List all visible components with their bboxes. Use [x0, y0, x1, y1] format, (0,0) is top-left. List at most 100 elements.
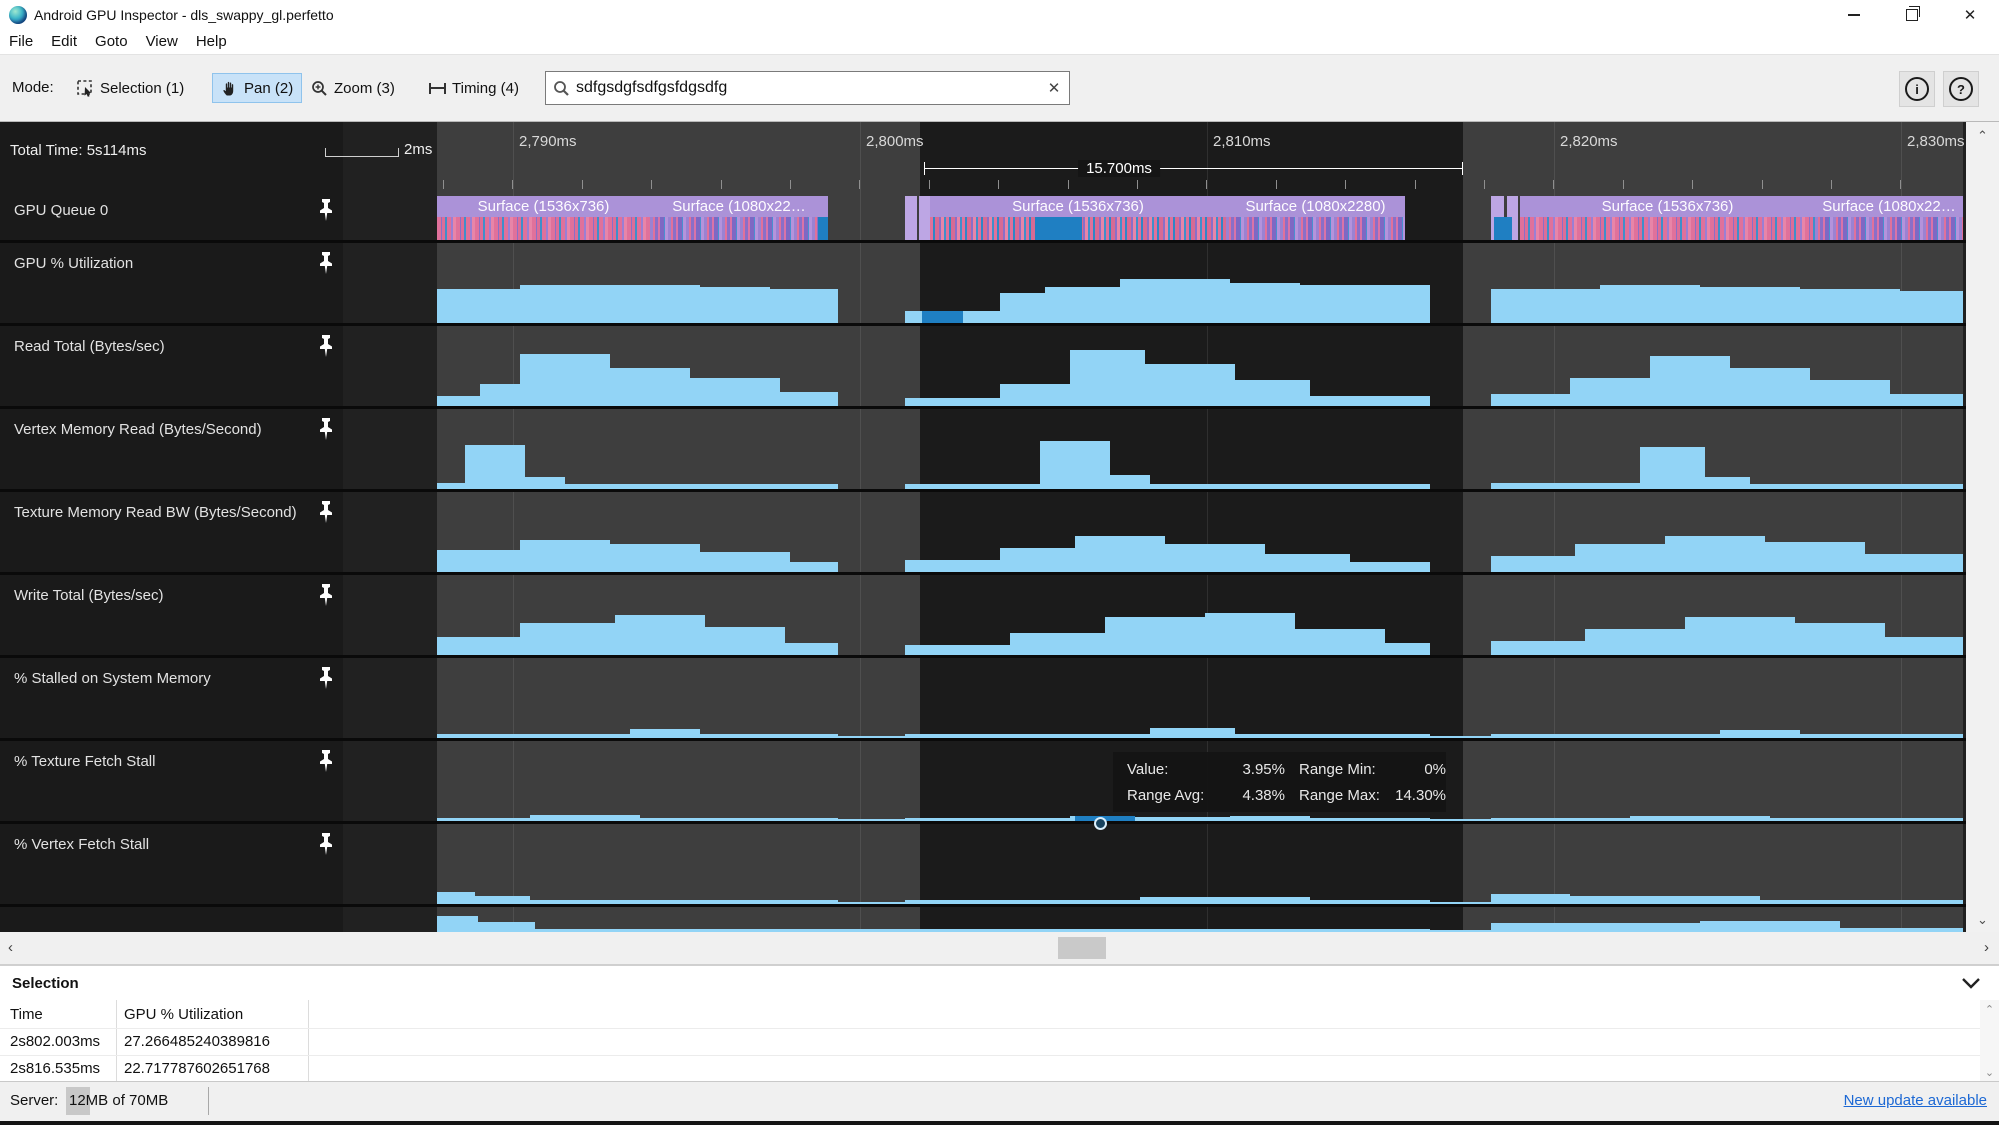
mode-pan-button[interactable]: Pan (2): [212, 73, 303, 103]
menu-item-goto[interactable]: Goto: [95, 33, 128, 50]
scroll-right-icon[interactable]: ›: [1984, 939, 1989, 956]
clear-search-icon[interactable]: ✕: [1047, 80, 1061, 97]
track-row-0[interactable]: GPU Queue 0 Surface (1536x736) Surface (10…: [0, 190, 1999, 243]
mode-selection-text: Selection (1): [100, 79, 185, 97]
table-cell[interactable]: 27.266485240389816: [124, 1033, 270, 1050]
table-cell[interactable]: 2s802.003ms: [10, 1033, 101, 1050]
mode-selection-button[interactable]: Selection (1): [68, 73, 193, 103]
tooltip-range-max: 14.30%: [1395, 786, 1446, 804]
hover-point-marker: [1094, 817, 1107, 830]
gpu-slice-block[interactable]: [818, 217, 828, 240]
scroll-up-icon[interactable]: ⌃: [1977, 128, 1988, 143]
close-button[interactable]: ✕: [1941, 0, 1999, 30]
help-button[interactable]: ?: [1943, 71, 1979, 107]
mode-zoom-button[interactable]: Zoom (3): [302, 73, 404, 103]
results-table[interactable]: Time GPU % Utilization 2s802.003ms 27.26648…: [0, 1000, 1980, 1081]
surface-chunk-label: Surface (1536x736): [1520, 196, 1815, 217]
collapse-chevron-icon[interactable]: [1959, 972, 1983, 994]
counter-chart-partial[interactable]: [343, 907, 1963, 932]
track-row-6[interactable]: % Stalled on System Memory: [0, 658, 1999, 741]
surface-chunk-slices: [650, 217, 828, 240]
partial-track-row[interactable]: [0, 907, 1999, 932]
menu-item-edit[interactable]: Edit: [51, 33, 78, 50]
search-input[interactable]: [574, 78, 1039, 98]
surface-chunk-label: Surface (1080x2280): [1226, 196, 1405, 217]
track-row-5[interactable]: Write Total (Bytes/sec): [0, 575, 1999, 658]
minor-tick: [790, 180, 791, 189]
track-row-4[interactable]: Texture Memory Read BW (Bytes/Second): [0, 492, 1999, 575]
surface-chunk[interactable]: Surface (1080x2280): [1226, 196, 1405, 240]
counter-chart[interactable]: [343, 824, 1963, 904]
menu-item-help[interactable]: Help: [195, 33, 227, 50]
track-row-3[interactable]: Vertex Memory Read (Bytes/Second): [0, 409, 1999, 492]
zoom-icon: [311, 80, 328, 97]
pin-icon[interactable]: [318, 417, 334, 441]
surface-chunk[interactable]: Surface (1080x22…: [1815, 196, 1963, 240]
tooltip-range-max-label: Range Max:: [1299, 786, 1380, 804]
timeline[interactable]: Total Time: 5s114ms 2ms 2,790ms 2,800ms 2,…: [0, 122, 1999, 932]
timeline-horizontal-scrollbar[interactable]: ‹ ›: [0, 932, 1999, 965]
minor-tick: [1900, 180, 1901, 189]
menu-item-file[interactable]: File: [9, 33, 34, 50]
counter-chart[interactable]: [343, 409, 1963, 489]
counter-chart[interactable]: [343, 243, 1963, 323]
table-scroll-up-icon[interactable]: ⌃: [1984, 1004, 1995, 1016]
horizontal-scroll-thumb[interactable]: [1058, 937, 1106, 959]
scroll-down-icon[interactable]: ⌄: [1977, 912, 1988, 927]
track-row-8[interactable]: % Vertex Fetch Stall: [0, 824, 1999, 907]
pin-icon[interactable]: [318, 666, 334, 690]
surface-fragment[interactable]: [905, 196, 917, 240]
pin-icon[interactable]: [318, 198, 334, 222]
column-header-1[interactable]: GPU % Utilization: [124, 1006, 244, 1023]
update-link[interactable]: New update available: [1843, 1092, 1987, 1109]
gpu-slice-block[interactable]: [1494, 217, 1512, 240]
scroll-left-icon[interactable]: ‹: [8, 939, 13, 956]
pan-hand-icon: [221, 80, 238, 97]
track-row-2[interactable]: Read Total (Bytes/sec): [0, 326, 1999, 409]
pin-icon[interactable]: [318, 500, 334, 524]
mode-timing-button[interactable]: Timing (4): [420, 73, 528, 103]
table-cell[interactable]: 22.717787602651768: [124, 1060, 270, 1077]
track-row-7[interactable]: % Texture Fetch Stall: [0, 741, 1999, 824]
counter-chart[interactable]: [343, 492, 1963, 572]
selection-icon: [77, 79, 94, 97]
gpu-slice-block[interactable]: [1035, 217, 1082, 240]
row-separator: [0, 1028, 1980, 1029]
surface-chunk[interactable]: Surface (1536x736): [437, 196, 650, 240]
pin-icon[interactable]: [318, 583, 334, 607]
table-scrollbar[interactable]: ⌃ ⌄: [1980, 1000, 1999, 1081]
counter-chart[interactable]: [343, 658, 1963, 738]
menu-item-view[interactable]: View: [145, 33, 178, 50]
restore-button[interactable]: [1883, 0, 1941, 30]
info-button[interactable]: i: [1899, 71, 1935, 107]
server-memory-text: 12MB of 70MB: [69, 1092, 169, 1109]
track-labels-column: [0, 122, 343, 932]
time-tick-label: 2,820ms: [1560, 133, 1618, 150]
minimize-icon: [1848, 14, 1860, 16]
counter-chart[interactable]: [343, 575, 1963, 655]
track-row-1[interactable]: GPU % Utilization: [0, 243, 1999, 326]
total-time-label: Total Time: 5s114ms: [10, 142, 147, 159]
surface-chunk[interactable]: Surface (1536x736): [1520, 196, 1815, 240]
measurement-end-tick: [1462, 162, 1463, 175]
surface-fragment[interactable]: [919, 196, 930, 240]
pin-icon[interactable]: [318, 334, 334, 358]
counter-chart[interactable]: [343, 326, 1963, 406]
table-scroll-down-icon[interactable]: ⌄: [1984, 1067, 1995, 1079]
minor-tick: [998, 180, 999, 189]
minor-tick: [1345, 180, 1346, 189]
measurement-start-tick: [924, 162, 925, 175]
column-header-0[interactable]: Time: [10, 1006, 43, 1023]
surface-chunk[interactable]: Surface (1080x22…: [650, 196, 828, 240]
surface-chunk-slices: [437, 217, 650, 240]
minor-tick: [1831, 180, 1832, 189]
pin-icon[interactable]: [318, 832, 334, 856]
minimize-button[interactable]: [1825, 0, 1883, 30]
timeline-vertical-scrollbar[interactable]: ⌃ ⌄: [1966, 122, 1999, 932]
time-ruler[interactable]: Total Time: 5s114ms 2ms 2,790ms 2,800ms 2,…: [0, 122, 1999, 190]
pin-icon[interactable]: [318, 749, 334, 773]
track-label: Vertex Memory Read (Bytes/Second): [14, 421, 262, 438]
table-cell[interactable]: 2s816.535ms: [10, 1060, 101, 1077]
surface-fragment[interactable]: [1507, 196, 1518, 240]
pin-icon[interactable]: [318, 251, 334, 275]
